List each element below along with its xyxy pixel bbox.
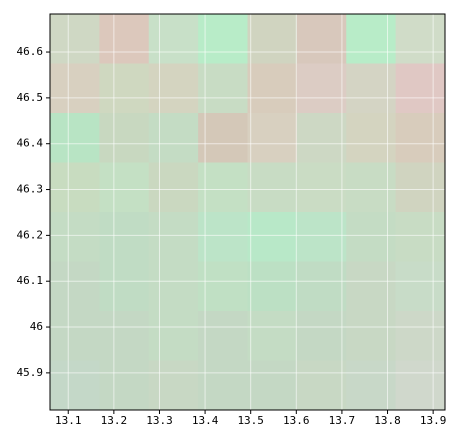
raster-cell <box>99 162 150 213</box>
y-tick-label: 46.4 <box>17 137 44 150</box>
raster-cell <box>50 212 100 262</box>
x-tick-label: 13.7 <box>329 414 356 427</box>
raster-cell <box>395 162 446 213</box>
raster-cell <box>346 360 397 411</box>
x-tick-label: 13.8 <box>374 414 401 427</box>
x-tick-label: 13.1 <box>55 414 82 427</box>
raster-cell <box>296 162 347 213</box>
raster-cell <box>50 261 100 312</box>
raster-cell <box>346 261 397 312</box>
raster-cell <box>296 63 347 114</box>
x-tick-label: 13.6 <box>283 414 310 427</box>
raster-cell <box>247 360 298 411</box>
raster-cell <box>395 14 446 64</box>
y-tick-label: 45.9 <box>17 366 44 379</box>
plot-frame <box>49 13 446 411</box>
raster-cell <box>395 63 446 114</box>
raster-cell <box>395 311 446 361</box>
raster-cell <box>247 113 298 163</box>
raster-cell <box>148 311 199 361</box>
x-tick-label: 13.3 <box>146 414 173 427</box>
raster-cell <box>198 162 248 213</box>
raster-cell <box>50 113 100 163</box>
raster-cell <box>99 311 150 361</box>
raster-cell <box>198 63 248 114</box>
raster-cell <box>296 360 347 411</box>
raster-cell <box>346 212 397 262</box>
x-tick-label: 13.5 <box>237 414 264 427</box>
x-tick-label: 13.2 <box>101 414 128 427</box>
raster-cell <box>50 360 100 411</box>
raster-cell <box>346 63 397 114</box>
raster-cell <box>148 360 199 411</box>
raster-cell <box>247 311 298 361</box>
raster-cell <box>296 14 347 64</box>
raster-cell <box>247 63 298 114</box>
raster-cell <box>148 162 199 213</box>
y-tick-label: 46.2 <box>17 228 44 241</box>
y-tick-label: 46 <box>30 320 43 333</box>
raster-cell <box>99 261 150 312</box>
raster-cell <box>50 63 100 114</box>
raster-cell <box>346 113 397 163</box>
raster-cell <box>99 63 150 114</box>
raster-cell <box>247 162 298 213</box>
raster-cell <box>99 212 150 262</box>
y-tick-label: 46.6 <box>17 45 44 58</box>
raster-cell <box>395 360 446 411</box>
raster-cell <box>148 261 199 312</box>
raster-cell <box>296 311 347 361</box>
raster-cell <box>198 360 248 411</box>
raster-cell <box>346 162 397 213</box>
raster-cell <box>198 113 248 163</box>
raster-cell <box>247 14 298 64</box>
raster-cell <box>198 261 248 312</box>
raster-cell <box>148 113 199 163</box>
raster-cell <box>198 14 248 64</box>
x-tick-label: 13.9 <box>420 414 447 427</box>
raster-cell <box>296 113 347 163</box>
x-tick-label: 13.4 <box>192 414 219 427</box>
raster-cell <box>346 14 397 64</box>
raster-cell <box>99 14 150 64</box>
raster-cell <box>148 63 199 114</box>
raster-cell <box>50 14 100 64</box>
raster-cell <box>247 261 298 312</box>
raster-cell <box>346 311 397 361</box>
raster-cell <box>395 261 446 312</box>
raster-cell <box>395 113 446 163</box>
raster-cell <box>148 14 199 64</box>
raster-cell <box>99 360 150 411</box>
y-tick-label: 46.3 <box>17 183 44 196</box>
raster-cell <box>50 311 100 361</box>
raster-cell <box>395 212 446 262</box>
raster-cell <box>247 212 298 262</box>
raster-cell <box>148 212 199 262</box>
raster-cell <box>198 212 248 262</box>
raster-cell <box>50 162 100 213</box>
raster-cell <box>296 261 347 312</box>
y-tick-label: 46.5 <box>17 91 44 104</box>
y-tick-label: 46.1 <box>17 274 44 287</box>
raster-cell <box>198 311 248 361</box>
raster-cell <box>296 212 347 262</box>
raster-cell <box>99 113 150 163</box>
